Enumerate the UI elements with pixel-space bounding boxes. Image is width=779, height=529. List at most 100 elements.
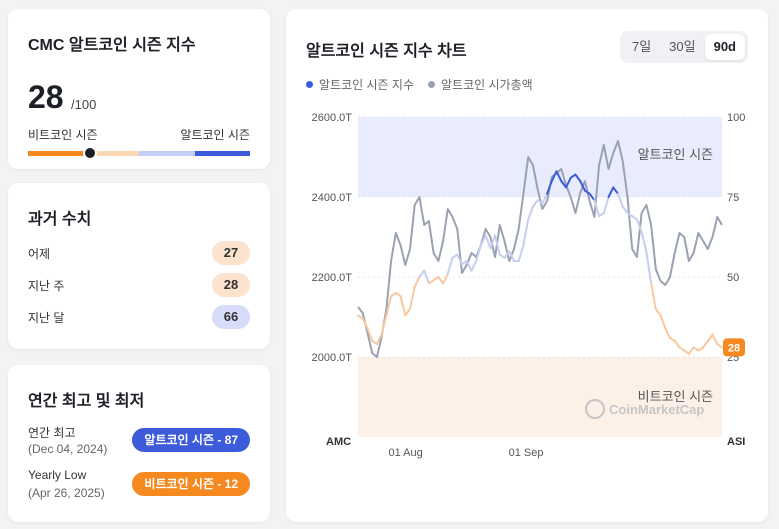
index-line-segment [635, 218, 643, 234]
left-axis-title: AMC [326, 436, 351, 448]
chart-legend: 알트코인 시즌 지수 알트코인 시가총액 [306, 76, 533, 93]
current-value-badge [723, 338, 745, 357]
yearly-low-date: (Apr 26, 2025) [28, 486, 105, 500]
history-label: 지난 주 [28, 279, 65, 293]
right-axis-tick: 100 [727, 112, 745, 124]
history-value-badge: 66 [212, 305, 250, 329]
historical-values-card: 과거 수치 어제 27 지난 주 28 지난 달 66 [8, 183, 270, 349]
index-line-segment [385, 295, 393, 317]
index-line-segment [399, 295, 407, 317]
index-line-segment [687, 346, 695, 355]
index-line-segment [413, 276, 421, 288]
history-value-badge: 28 [212, 273, 250, 297]
legend-item-marketcap[interactable]: 알트코인 시가총액 [428, 76, 533, 93]
coinmarketcap-watermark: CoinMarketCap [585, 399, 704, 419]
history-row-yesterday: 어제 27 [28, 241, 250, 265]
index-line-segment [640, 231, 648, 253]
index-line-segment [588, 192, 596, 202]
index-line-segment [527, 205, 534, 221]
index-line-segment [659, 314, 667, 330]
yearly-high-low-card: 연간 최고 및 최저 연간 최고 (Dec 04, 2024) 알트코인 시즌 … [8, 365, 270, 522]
index-line-segment [560, 180, 567, 189]
gauge-segment-btc-light [83, 151, 139, 156]
index-line-segment [503, 250, 511, 259]
index-line-segment [602, 196, 610, 214]
index-line-segment [508, 250, 515, 262]
index-line-segment [574, 173, 582, 182]
index-line-segment [645, 250, 653, 285]
altseason-chart: 2600.0T2400.0T2200.0T2000.0T100755025AMC… [312, 112, 746, 459]
index-line-segment [673, 340, 681, 349]
index-line-segment [470, 260, 478, 272]
bitcoin-season-zone [358, 357, 722, 437]
index-line-segment [446, 256, 454, 275]
history-row-last-week: 지난 주 28 [28, 273, 250, 297]
index-line-segment [484, 234, 492, 250]
index-line-segment [404, 308, 411, 317]
index-line-segment [664, 327, 671, 339]
index-line-segment [409, 285, 416, 310]
range-90d-button[interactable]: 90d [704, 34, 745, 60]
yearly-low-label: Yearly Low [28, 468, 87, 482]
gauge-marker [83, 146, 98, 160]
legend-dot-icon [428, 81, 435, 88]
gauge-segment-alt-light [139, 151, 195, 156]
card-title: 과거 수치 [28, 211, 92, 228]
left-axis-tick: 2200.0T [312, 272, 353, 284]
index-line-segment [479, 234, 487, 246]
index-max: /100 [71, 97, 97, 112]
left-axis-tick: 2600.0T [312, 112, 353, 124]
right-axis-tick: 50 [727, 272, 739, 284]
index-gauge-bar [28, 151, 250, 156]
index-line-segment [617, 192, 624, 208]
time-range-selector: 7일 30일 90d [619, 31, 748, 63]
index-line-segment [579, 180, 586, 192]
index-line-segment [654, 308, 662, 317]
index-value: 28 [28, 79, 64, 115]
index-line-segment [489, 234, 497, 250]
right-axis-tick: 75 [727, 192, 739, 204]
history-label: 어제 [28, 247, 51, 261]
index-line-segment [465, 260, 473, 272]
index-line-segment [380, 314, 388, 336]
range-7d-button[interactable]: 7일 [631, 39, 652, 54]
index-line-segment [475, 244, 482, 262]
current-value-text: 28 [728, 342, 740, 354]
index-line-segment [711, 333, 719, 346]
altcoin-season-label: 알트코인 시즌 [180, 128, 250, 142]
index-line-segment [442, 272, 449, 285]
legend-label: 알트코인 시가총액 [441, 78, 533, 92]
index-line-segment [375, 333, 383, 346]
index-line-segment [423, 269, 430, 285]
card-title: 연간 최고 및 최저 [28, 393, 145, 410]
index-line-segment [612, 186, 619, 195]
index-line-segment [541, 192, 549, 205]
index-line-segment [621, 205, 629, 214]
altseason-chart-card: 2600.0T 2400.0T 2200.0T 2000.0T 100 75 50 25 AMC… [286, 9, 768, 522]
index-line-segment [706, 333, 714, 342]
index-line-segment [555, 170, 563, 182]
gauge-segment-btc [28, 151, 84, 156]
yearly-high-label: 연간 최고 [28, 426, 76, 440]
altcoin-season-zone-label: 알트코인 시즌 [638, 147, 713, 162]
altseason-index-card: CMC 알트코인 시즌 지수 28 /100 비트코인 시즌 알트코인 시즌 [8, 9, 270, 169]
index-line-segment [550, 170, 558, 182]
watermark-text: CoinMarketCap [609, 402, 704, 417]
left-axis-tick: 2400.0T [312, 192, 353, 204]
x-axis-tick: 01 Aug [388, 447, 422, 459]
gauge-segment-alt [194, 151, 250, 156]
index-line-segment [456, 253, 463, 266]
index-line-segment [650, 282, 657, 310]
yearly-high-date: (Dec 04, 2024) [28, 442, 108, 456]
right-axis-title: ASI [727, 436, 745, 448]
index-line-segment [522, 218, 530, 246]
bitcoin-season-zone-label: 비트코인 시즌 [638, 389, 713, 404]
index-line-segment [494, 234, 501, 256]
chart-title: 알트코인 시즌 지수 차트 [306, 43, 467, 60]
left-axis-tick: 2000.0T [312, 352, 353, 364]
range-30d-button[interactable]: 30일 [669, 39, 696, 54]
legend-label: 알트코인 시즌 지수 [319, 78, 414, 92]
card-title: CMC 알트코인 시즌 지수 [28, 37, 196, 54]
legend-item-index[interactable]: 알트코인 시즌 지수 [306, 76, 414, 93]
altcoin-season-zone [358, 117, 722, 197]
